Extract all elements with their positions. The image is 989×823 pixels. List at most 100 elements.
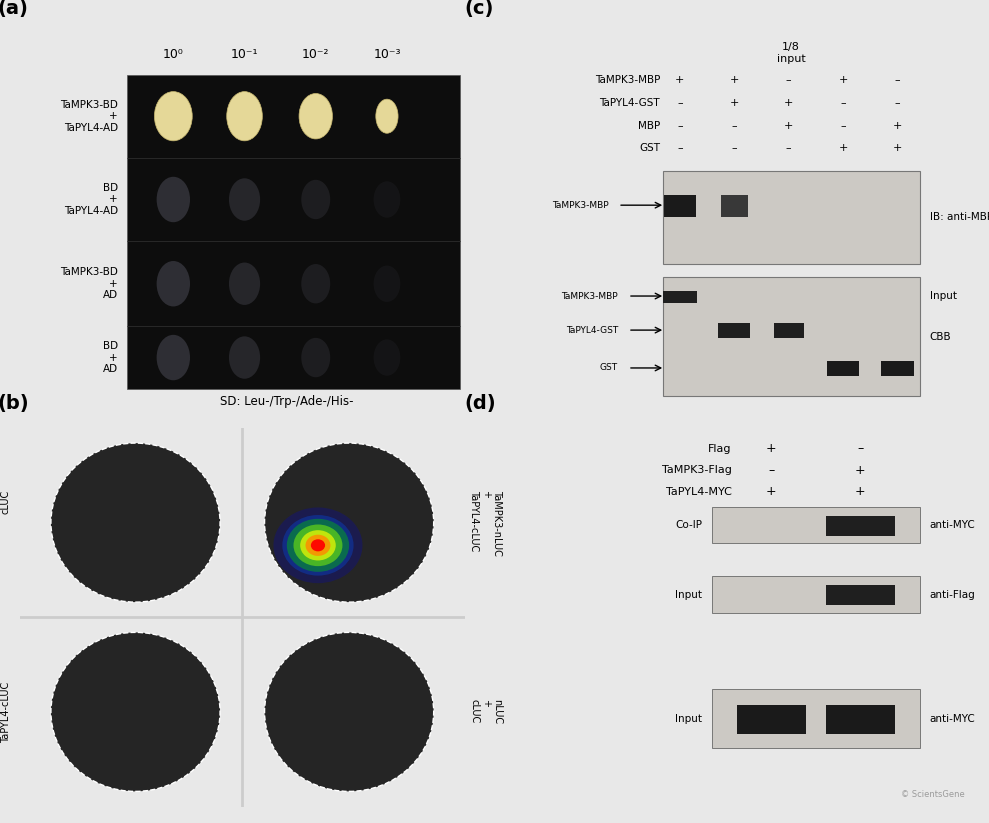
Text: Input: Input xyxy=(675,589,702,599)
Text: +: + xyxy=(839,75,848,86)
Ellipse shape xyxy=(311,539,325,551)
Text: –: – xyxy=(895,75,900,86)
Ellipse shape xyxy=(156,335,190,380)
Ellipse shape xyxy=(229,179,260,221)
Text: –: – xyxy=(732,121,737,131)
Text: –: – xyxy=(677,143,682,153)
Ellipse shape xyxy=(274,508,363,584)
Text: –: – xyxy=(841,121,846,131)
Text: TaMPK3-BD
+
TaPYL4-AD: TaMPK3-BD + TaPYL4-AD xyxy=(59,100,118,133)
Bar xyxy=(712,689,920,748)
Text: –: – xyxy=(677,98,682,108)
Text: +: + xyxy=(784,98,793,108)
Bar xyxy=(826,705,895,733)
Text: nLUC
+
TaPYL4-cLUC: nLUC + TaPYL4-cLUC xyxy=(0,681,11,742)
Text: +: + xyxy=(730,75,739,86)
Text: Flag: Flag xyxy=(708,444,732,453)
Ellipse shape xyxy=(306,535,330,556)
Bar xyxy=(826,585,895,605)
Text: anti-MYC: anti-MYC xyxy=(930,520,975,531)
Text: +: + xyxy=(784,121,793,131)
Text: 10⁻²: 10⁻² xyxy=(302,49,329,62)
Bar xyxy=(737,705,806,733)
Bar xyxy=(712,575,920,613)
Ellipse shape xyxy=(229,337,260,379)
Ellipse shape xyxy=(302,338,330,377)
Point xyxy=(121,153,133,163)
Text: +: + xyxy=(766,485,776,498)
Bar xyxy=(773,323,803,338)
Ellipse shape xyxy=(51,443,221,602)
Text: BD
+
TaPYL4-AD: BD + TaPYL4-AD xyxy=(63,183,118,216)
Text: Input: Input xyxy=(930,291,956,301)
Text: anti-Flag: anti-Flag xyxy=(930,589,975,599)
Ellipse shape xyxy=(156,177,190,222)
Ellipse shape xyxy=(265,443,434,602)
Ellipse shape xyxy=(226,91,262,141)
Text: (d): (d) xyxy=(465,394,496,413)
Text: MBP: MBP xyxy=(638,121,661,131)
Text: –: – xyxy=(732,143,737,153)
Bar xyxy=(663,171,920,264)
Text: TaMPK3-nLUC
+
TaPYL4-cLUC: TaMPK3-nLUC + TaPYL4-cLUC xyxy=(470,490,502,556)
Text: Input: Input xyxy=(675,714,702,723)
Text: +: + xyxy=(766,442,776,455)
Text: +: + xyxy=(675,75,684,86)
Ellipse shape xyxy=(51,632,221,792)
Ellipse shape xyxy=(299,94,332,139)
Ellipse shape xyxy=(265,632,434,792)
Bar xyxy=(712,508,920,543)
Text: TaMPK3-Flag: TaMPK3-Flag xyxy=(662,465,732,476)
Text: 10⁻¹: 10⁻¹ xyxy=(230,49,258,62)
Point xyxy=(121,236,133,246)
Text: +: + xyxy=(730,98,739,108)
Text: +: + xyxy=(893,143,902,153)
Text: IB: anti-MBP: IB: anti-MBP xyxy=(930,212,989,222)
Bar xyxy=(718,323,751,338)
Point xyxy=(455,236,467,246)
Text: CBB: CBB xyxy=(930,332,951,342)
Text: (a): (a) xyxy=(0,0,29,18)
Text: TaMPK3-MBP: TaMPK3-MBP xyxy=(552,201,608,210)
Text: GST: GST xyxy=(600,364,618,373)
Point xyxy=(455,322,467,332)
Bar xyxy=(826,516,895,536)
Text: GST: GST xyxy=(639,143,661,153)
Text: –: – xyxy=(841,98,846,108)
Bar xyxy=(663,277,920,397)
Text: SD: Leu-/Trp-/Ade-/His-: SD: Leu-/Trp-/Ade-/His- xyxy=(221,395,353,407)
Bar xyxy=(127,75,461,388)
Ellipse shape xyxy=(283,515,354,575)
Ellipse shape xyxy=(301,530,336,560)
Point xyxy=(455,153,467,163)
Text: TaPYL4-GST: TaPYL4-GST xyxy=(566,326,618,335)
Bar xyxy=(827,361,859,375)
Ellipse shape xyxy=(156,261,190,306)
Text: –: – xyxy=(857,442,863,455)
Text: TaMPK3-BD
+
AD: TaMPK3-BD + AD xyxy=(59,267,118,300)
Text: Co-IP: Co-IP xyxy=(675,520,702,531)
Text: –: – xyxy=(786,75,791,86)
Text: +: + xyxy=(839,143,848,153)
Text: +: + xyxy=(855,485,865,498)
Text: 1/8: 1/8 xyxy=(782,43,800,53)
Ellipse shape xyxy=(229,263,260,305)
Text: –: – xyxy=(677,121,682,131)
Text: anti-MYC: anti-MYC xyxy=(930,714,975,723)
Text: BD
+
AD: BD + AD xyxy=(103,341,118,374)
Ellipse shape xyxy=(376,99,399,133)
Ellipse shape xyxy=(374,181,401,217)
Text: nLUC
+
cLUC: nLUC + cLUC xyxy=(470,700,502,724)
Bar xyxy=(721,194,748,216)
Text: TaMPK3-MBP: TaMPK3-MBP xyxy=(594,75,661,86)
Text: TaMPK3-MBP: TaMPK3-MBP xyxy=(562,291,618,300)
Text: (b): (b) xyxy=(0,394,29,413)
Text: input: input xyxy=(776,53,806,63)
Ellipse shape xyxy=(154,91,192,141)
Point xyxy=(121,322,133,332)
Text: TaPYL4-MYC: TaPYL4-MYC xyxy=(666,486,732,496)
Bar xyxy=(663,291,697,303)
Ellipse shape xyxy=(287,518,349,572)
Text: –: – xyxy=(786,143,791,153)
Ellipse shape xyxy=(374,266,401,302)
